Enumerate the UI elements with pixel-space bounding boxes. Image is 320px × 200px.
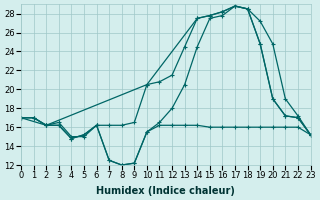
X-axis label: Humidex (Indice chaleur): Humidex (Indice chaleur)	[96, 186, 235, 196]
